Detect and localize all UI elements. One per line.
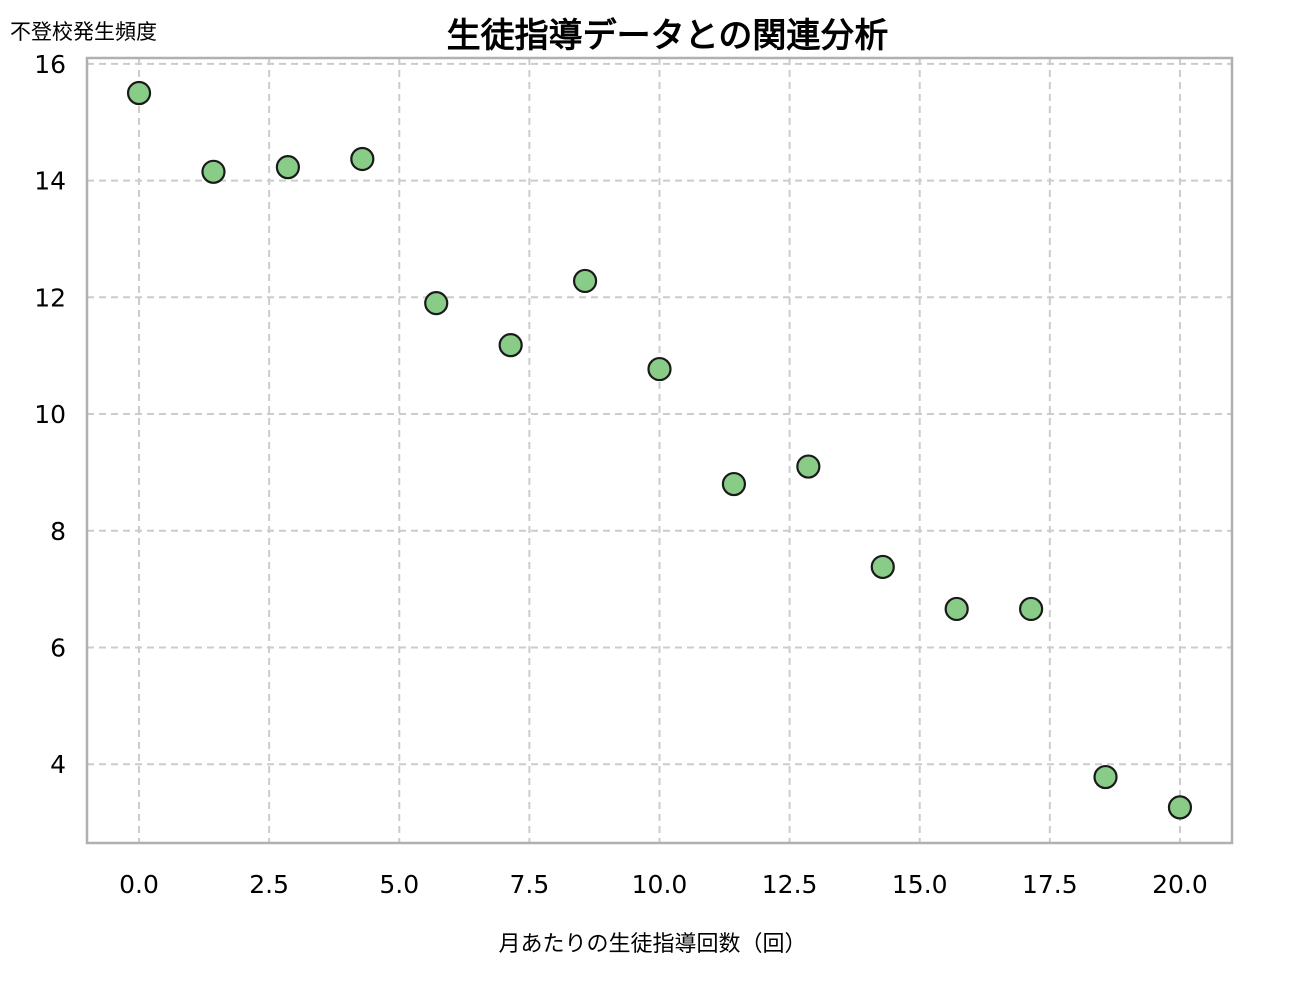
y-tick-label: 4 [50,750,66,779]
y-tick-label: 12 [34,283,66,312]
data-point [498,333,523,358]
x-tick-label: 2.5 [249,870,289,899]
x-tick-label: 12.5 [762,870,818,899]
data-point [275,155,300,180]
data-point [350,146,375,172]
x-tick-label: 5.0 [379,870,419,899]
x-tick-label: 0.0 [119,870,159,899]
plot-frame [85,56,1234,845]
data-point [424,291,449,316]
data-point [721,471,747,497]
data-point [870,554,895,580]
data-point [1093,764,1118,790]
x-axis-label: 月あたりの生徒指導回数（回） [498,932,807,957]
data-point [201,159,226,184]
x-tick-label: 20.0 [1152,870,1208,899]
data-point [1019,596,1044,622]
x-tick-label: 17.5 [1022,870,1078,899]
data-point [1167,795,1193,820]
x-tick-label: 10.0 [632,870,688,899]
x-tick-label: 7.5 [510,870,550,899]
chart-title: 生徒指導データとの関連分析 [446,16,889,56]
y-tick-label: 8 [50,517,66,546]
data-point [647,356,672,382]
y-tick-label: 14 [34,167,66,196]
data-point [126,80,152,106]
data-point [796,454,821,479]
y-tick-label: 6 [50,633,66,662]
data-point [572,268,598,294]
y-axis-label: 不登校発生頻度 [10,20,157,44]
data-point [944,596,969,622]
x-tick-label: 15.0 [892,870,948,899]
y-tick-label: 10 [34,400,66,429]
y-tick-label: 16 [34,50,66,79]
